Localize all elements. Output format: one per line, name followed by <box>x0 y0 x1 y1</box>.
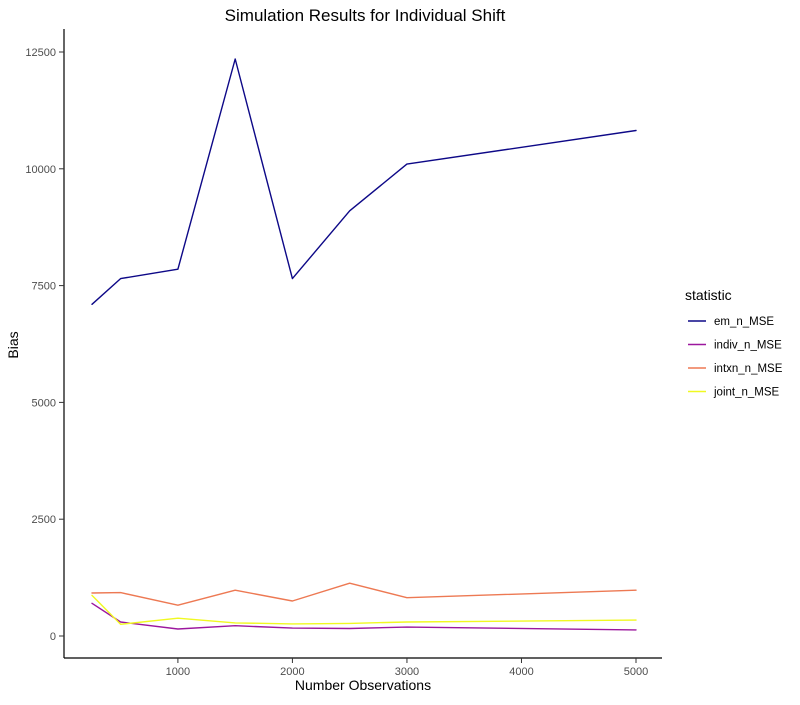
x-tick-label: 4000 <box>509 666 533 678</box>
y-axis-ticks: 0 2500 5000 7500 10000 12500 <box>25 47 64 643</box>
x-axis-ticks: 1000 2000 3000 4000 5000 <box>166 658 648 678</box>
series-line-joint_n_MSE <box>91 594 637 625</box>
series-line-indiv_n_MSE <box>91 602 637 631</box>
y-tick-label: 0 <box>50 631 56 643</box>
x-tick-label: 1000 <box>166 666 190 678</box>
x-tick-label: 3000 <box>395 666 419 678</box>
x-tick-label: 2000 <box>280 666 304 678</box>
y-tick-label: 12500 <box>25 47 56 59</box>
y-tick-label: 5000 <box>32 397 56 409</box>
legend-label-em_n_MSE: em_n_MSE <box>714 316 774 328</box>
legend-items: em_n_MSE indiv_n_MSE intxn_n_MSE joint_n_MS… <box>688 316 783 399</box>
x-tick-label: 5000 <box>624 666 648 678</box>
plot-area <box>91 58 637 631</box>
y-axis-label: Bias <box>5 331 21 358</box>
y-tick-label: 10000 <box>25 164 56 176</box>
series-line-em_n_MSE <box>91 58 637 305</box>
series-line-intxn_n_MSE <box>91 582 637 606</box>
y-tick-label: 2500 <box>32 514 56 526</box>
legend: statistic em_n_MSE indiv_n_MSE intxn_n_MSE… <box>685 287 783 399</box>
chart-title: Simulation Results for Individual Shift <box>225 6 506 25</box>
legend-label-intxn_n_MSE: intxn_n_MSE <box>714 363 783 375</box>
legend-title: statistic <box>685 287 732 303</box>
y-tick-label: 7500 <box>32 281 56 293</box>
legend-label-indiv_n_MSE: indiv_n_MSE <box>714 340 782 352</box>
x-axis-label: Number Observations <box>295 677 431 693</box>
legend-label-joint_n_MSE: joint_n_MSE <box>713 387 780 399</box>
